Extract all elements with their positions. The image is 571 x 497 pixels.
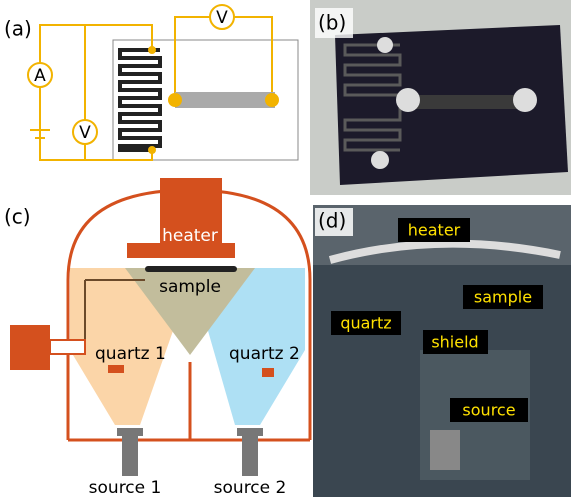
label: source (462, 401, 515, 420)
label: sample (159, 277, 221, 297)
panel-label: (a) (4, 17, 32, 41)
voltmeter: V (216, 8, 228, 28)
panel-label: (d) (318, 209, 346, 233)
label: heater (162, 226, 218, 246)
label: quartz (340, 314, 391, 333)
panel-label: (c) (4, 205, 31, 229)
figure: (a) V A V (b) (c) heater sample quartz 1 (0, 0, 571, 497)
panel-a: (a) V A V (4, 5, 298, 160)
panel-label: (b) (318, 11, 346, 35)
label: quartz 1 (95, 344, 166, 364)
label: shield (431, 333, 478, 352)
bridge (175, 92, 275, 108)
ammeter: A (34, 66, 46, 86)
label: source 2 (214, 478, 287, 497)
panel-c: (c) heater sample quartz 1 quartz 2 sour… (4, 178, 310, 497)
voltmeter: V (79, 123, 91, 143)
panel-b: (b) (310, 0, 571, 195)
label: heater (408, 221, 461, 240)
label: quartz 2 (229, 344, 300, 364)
panel-d: (d) heater sample quartz shield source (313, 205, 571, 497)
label: sample (474, 288, 532, 307)
label: source 1 (89, 478, 162, 497)
